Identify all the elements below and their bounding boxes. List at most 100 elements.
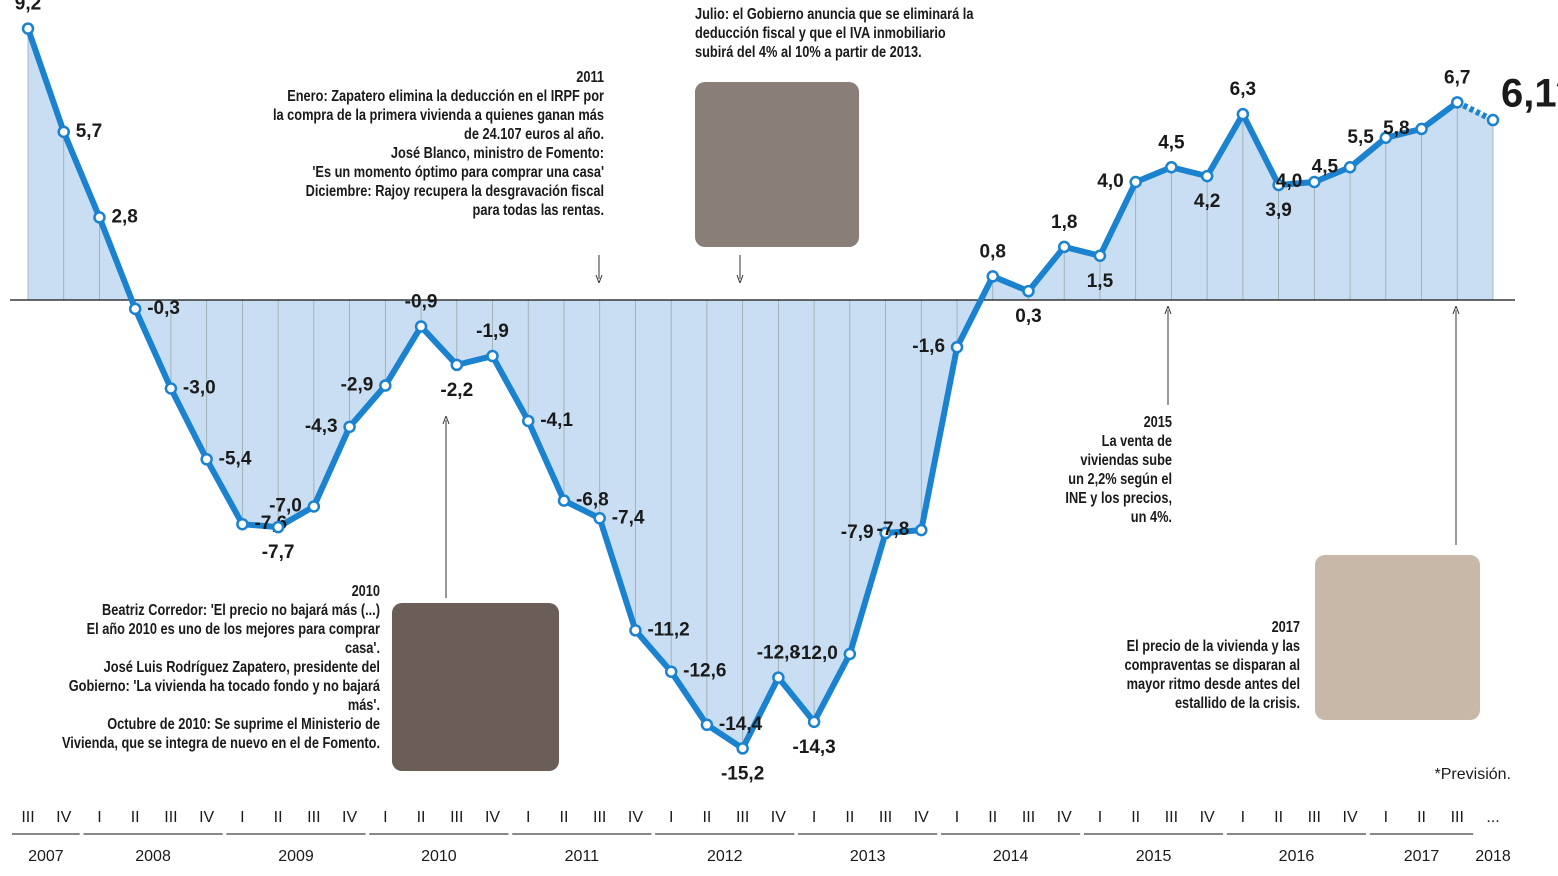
value-label: 4,5	[1312, 156, 1339, 177]
value-label: 5,7	[76, 121, 102, 142]
value-label: -11,2	[647, 619, 689, 640]
point	[273, 522, 283, 532]
annotation-title: 2017	[1272, 619, 1300, 637]
point	[666, 667, 676, 677]
quarter-label: III	[450, 809, 463, 826]
year-label: 2012	[707, 848, 743, 865]
value-label: -4,1	[540, 410, 573, 431]
value-label: -15,2	[721, 763, 764, 784]
annotation-line: Beatriz Corredor: 'El precio no bajará m…	[102, 602, 380, 620]
quarter-label: III	[1308, 809, 1321, 826]
year-label: 2015	[1136, 848, 1172, 865]
annotation-line: deducción fiscal y que el IVA inmobiliar…	[695, 25, 946, 43]
point	[488, 351, 498, 361]
value-label: 1,8	[1051, 212, 1077, 233]
year-label: 2010	[421, 848, 457, 865]
annotation-line: Octubre de 2010: Se suprime el Ministeri…	[107, 716, 380, 734]
quarter-label: IV	[56, 809, 71, 826]
value-label: -7,8	[877, 519, 910, 540]
value-label: -12,8	[757, 643, 800, 664]
annotation-line: 'Es un momento óptimo para comprar una c…	[312, 164, 604, 182]
point	[309, 502, 319, 512]
value-label: 4,2	[1194, 191, 1220, 212]
annotation-line: El precio de la vivienda y las	[1127, 638, 1300, 656]
quarter-label: II	[1274, 809, 1283, 826]
point	[380, 381, 390, 391]
value-label: -5,4	[219, 448, 252, 469]
annotation-line: la compra de la primera vivienda a quien…	[273, 107, 604, 125]
value-label: 3,9	[1265, 200, 1291, 221]
year-label: 2016	[1279, 848, 1315, 865]
quarter-label: IV	[1343, 809, 1358, 826]
value-label: -4,3	[305, 416, 338, 437]
annotation-title: 2015	[1144, 414, 1172, 432]
quarter-label: IV	[485, 809, 500, 826]
quarter-label: II	[131, 809, 140, 826]
quarter-label: I	[1384, 809, 1388, 826]
annotation-line: Gobierno: 'La vivienda ha tocado fondo y…	[69, 678, 381, 696]
point	[845, 649, 855, 659]
quarter-label: I	[955, 809, 959, 826]
year-label: 2014	[993, 848, 1029, 865]
point	[559, 496, 569, 506]
point	[345, 422, 355, 432]
quarter-label: III	[736, 809, 749, 826]
annotation-line: La venta de	[1102, 433, 1172, 451]
quarter-label: II	[845, 809, 854, 826]
annotation-line: compraventas se disparan al	[1125, 657, 1300, 675]
point	[988, 271, 998, 281]
value-label: 0,3	[1015, 306, 1041, 327]
annotation-line: mayor ritmo desde antes del	[1127, 676, 1300, 694]
value-label: 6,1*	[1501, 72, 1558, 116]
quarter-label: ...	[1486, 809, 1499, 826]
value-label: -6,8	[576, 490, 609, 511]
annotation-line: Julio: el Gobierno anuncia que se elimin…	[695, 6, 974, 24]
value-label: 4,0	[1097, 171, 1123, 192]
quarter-label: III	[164, 809, 177, 826]
chart: *Previsión. 9,25,72,8-0,3-3,0-5,4-7,6-7,…	[0, 0, 1558, 876]
quarter-label: III	[307, 809, 320, 826]
point	[59, 127, 69, 137]
point	[1131, 177, 1141, 187]
annotation-line: casa'.	[345, 640, 380, 658]
annotation-line: estallido de la crisis.	[1175, 695, 1300, 713]
year-label: 2011	[565, 848, 600, 865]
quarter-label: III	[1451, 809, 1464, 826]
value-label: -0,3	[147, 298, 180, 319]
point	[1023, 286, 1033, 296]
point	[452, 360, 462, 370]
value-label: -7,7	[262, 542, 295, 563]
annotation-line: un 4%.	[1131, 509, 1172, 527]
quarter-label: IV	[914, 809, 929, 826]
value-label: -14,3	[792, 737, 835, 758]
photo	[1315, 555, 1480, 720]
annotation-title: 2011	[576, 69, 604, 87]
value-label: -12,6	[683, 661, 726, 682]
annotation-title: 2010	[352, 583, 380, 601]
quarter-label: IV	[1057, 809, 1072, 826]
annotation-line: José Blanco, ministro de Fomento:	[391, 145, 604, 163]
annotation-line: para todas las rentas.	[473, 202, 604, 220]
point	[130, 304, 140, 314]
point	[1202, 171, 1212, 181]
point	[916, 525, 926, 535]
annotation-line: más'.	[348, 697, 380, 715]
quarter-label: III	[1165, 809, 1178, 826]
value-label: 9,2	[15, 0, 41, 15]
value-label: 5,5	[1347, 127, 1374, 148]
quarter-label: III	[593, 809, 606, 826]
point	[523, 416, 533, 426]
year-label: 2007	[28, 848, 64, 865]
value-label: 4,0	[1276, 171, 1302, 192]
quarter-label: III	[21, 809, 34, 826]
point	[94, 212, 104, 222]
quarter-label: II	[274, 809, 283, 826]
point	[630, 625, 640, 635]
quarter-label: I	[1098, 809, 1102, 826]
note: *Previsión.	[1435, 766, 1511, 783]
quarter-label: I	[383, 809, 387, 826]
annotation: Julio: el Gobierno anuncia que se elimin…	[695, 6, 974, 62]
year-label: 2008	[135, 848, 171, 865]
